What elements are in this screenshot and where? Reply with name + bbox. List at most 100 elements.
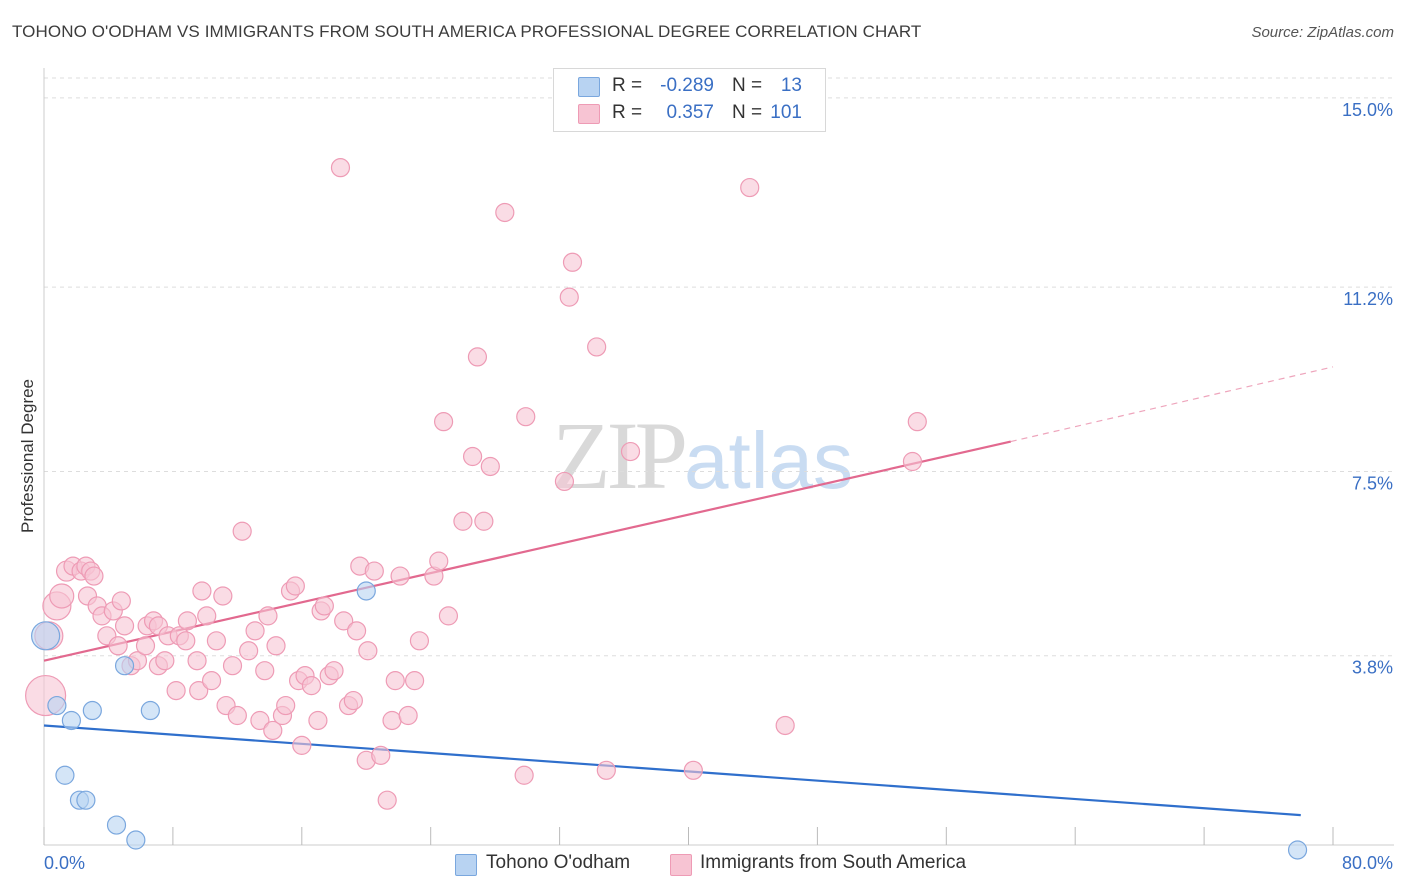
immigrant-point <box>902 451 923 472</box>
series-legend: Tohono O'odham Immigrants from South Ame… <box>0 852 1406 878</box>
tohono-point <box>114 656 135 676</box>
immigrant-point <box>409 631 430 651</box>
immigrant-point <box>239 641 259 661</box>
tohono-point <box>82 700 102 721</box>
immigrant-point <box>232 521 252 541</box>
immigrant-point <box>276 695 296 716</box>
series-label-tohono: Tohono O'odham <box>486 852 631 873</box>
legend-r-label: R = <box>612 75 643 96</box>
chart-title: TOHONO O'ODHAM VS IMMIGRANTS FROM SOUTH … <box>12 22 922 41</box>
immigrant-point <box>206 631 227 651</box>
immigrant-point <box>683 760 703 780</box>
immigrant-point <box>474 511 494 531</box>
immigrant-point <box>559 287 579 307</box>
immigrant-point <box>554 471 575 492</box>
x-tick-label-min: 0.0% <box>44 853 85 873</box>
gridlines <box>44 77 1394 657</box>
immigrant-point <box>49 583 75 609</box>
series-swatch-blue <box>455 854 477 876</box>
legend-swatch-pink <box>578 104 600 124</box>
immigrant-point <box>404 671 425 691</box>
immigrant-point <box>330 158 351 178</box>
immigrant-point <box>433 412 454 432</box>
immigrant-point <box>189 681 209 701</box>
axes <box>43 68 1394 846</box>
immigrant-point <box>301 676 322 696</box>
immigrant-point <box>213 586 233 606</box>
x-tick-label-max: 80.0% <box>1342 853 1393 873</box>
immigrant-point <box>377 790 397 810</box>
legend-n-label: N = <box>732 102 763 123</box>
immigrant-point <box>176 631 196 651</box>
immigrant-point <box>84 566 104 586</box>
immigrant-point <box>222 656 243 676</box>
immigrant-point <box>516 407 536 427</box>
tohono-point <box>47 695 67 716</box>
immigrant-point <box>255 661 275 681</box>
immigrant-point <box>192 581 212 601</box>
immigrant-point <box>382 710 402 731</box>
correlation-legend: R = -0.289 N = 13 R = 0.357 N = 101 <box>553 68 826 132</box>
immigrant-point <box>371 745 391 765</box>
immigrant-point <box>285 576 305 596</box>
immigrant-point <box>462 446 483 467</box>
legend-n-value: 13 <box>780 75 802 96</box>
immigrant-point <box>108 636 128 656</box>
series-label-immigrants: Immigrants from South America <box>700 852 967 873</box>
tohono-point <box>356 581 376 601</box>
immigrant-point <box>429 551 449 571</box>
immigrant-point <box>250 710 270 731</box>
immigrant-point <box>346 621 367 641</box>
immigrant-point <box>398 705 418 726</box>
immigrant-point <box>364 561 384 581</box>
series-swatch-pink <box>670 854 692 876</box>
source-label: Source: ZipAtlas.com <box>1251 24 1394 41</box>
immigrant-point <box>197 606 217 626</box>
immigrant-point <box>587 337 607 357</box>
tohono-point <box>55 765 75 785</box>
immigrant-point <box>114 616 135 636</box>
tohono-point <box>76 790 96 810</box>
legend-n-value: 101 <box>770 102 802 123</box>
immigrant-point <box>596 760 616 780</box>
immigrant-point <box>266 636 286 656</box>
immigrant-point <box>438 606 459 626</box>
data-points <box>25 158 1308 860</box>
immigrant-point <box>390 566 410 586</box>
immigrant-point <box>245 621 265 641</box>
immigrant-point <box>480 456 500 477</box>
legend-row-immigrants: R = 0.357 N = 101 <box>554 101 825 127</box>
y-tick-label: 3.8% <box>1352 658 1393 678</box>
immigrant-point <box>453 511 473 531</box>
tohono-point <box>61 710 81 731</box>
immigrant-point <box>258 606 278 626</box>
trend-lines <box>43 366 1334 817</box>
legend-swatch-blue <box>578 77 600 97</box>
immigrant-point <box>263 720 283 741</box>
legend-r-label: R = <box>612 102 643 123</box>
tohono-point <box>106 815 127 835</box>
tohono-trend-line <box>43 724 1301 817</box>
immigrant-point <box>292 735 312 755</box>
immigrant-point <box>775 715 795 736</box>
immigrant-point <box>155 651 175 671</box>
immigrant-point <box>324 661 344 681</box>
immigrant-point <box>166 681 186 701</box>
legend-r-value: -0.289 <box>660 75 714 96</box>
tohono-point <box>31 621 61 651</box>
immigrant-point <box>314 596 334 616</box>
tohono-point <box>1287 840 1308 860</box>
immigrant-point <box>467 347 488 367</box>
immigrant-point <box>562 252 583 272</box>
immigrant-point <box>514 765 534 785</box>
y-tick-label: 11.2% <box>1343 289 1393 309</box>
immigrant-point <box>358 641 378 661</box>
immigrant-point <box>620 441 641 462</box>
y-tick-label: 7.5% <box>1352 473 1393 493</box>
immigrant-trend-extension <box>1010 366 1334 443</box>
tohono-point <box>126 830 146 850</box>
legend-n-label: N = <box>732 75 763 96</box>
legend-r-value: 0.357 <box>666 102 714 123</box>
immigrant-point <box>201 671 222 691</box>
